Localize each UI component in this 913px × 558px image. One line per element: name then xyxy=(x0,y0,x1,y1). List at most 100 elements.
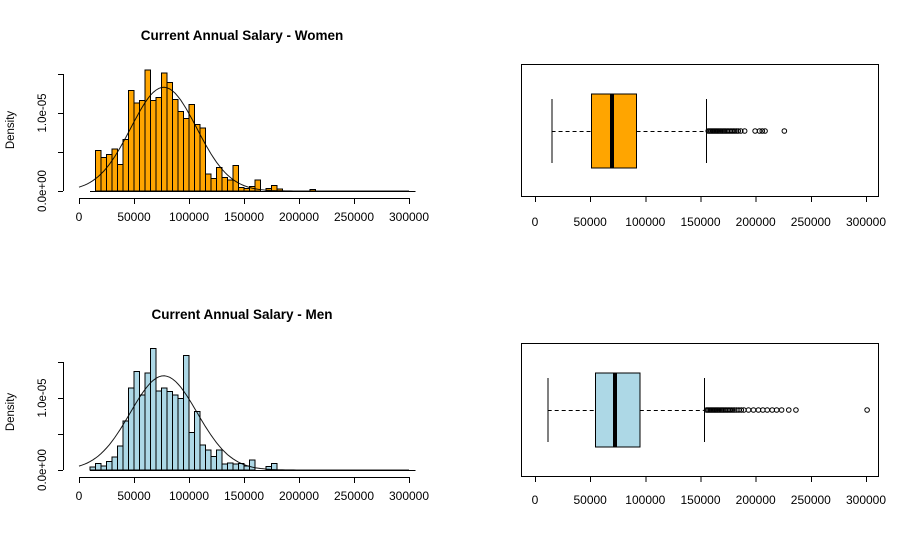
women-histogram-panel: 0 50000 100000 150000 200000 250000 300000 xyxy=(58,69,429,224)
outlier-point xyxy=(728,407,735,413)
histogram-bar xyxy=(199,127,206,192)
histogram-bar xyxy=(177,110,184,192)
histogram-bar xyxy=(232,463,239,471)
histogram-bar xyxy=(155,96,162,192)
histogram-bar xyxy=(271,463,278,471)
histogram-bar xyxy=(139,100,146,192)
outlier-point xyxy=(864,407,870,413)
histogram-bar xyxy=(133,370,140,471)
x-axis-tick-label: 300000 xyxy=(389,210,429,224)
men-y-tick-label-zero: 0.0e+00 xyxy=(37,449,49,491)
outlier-point xyxy=(732,128,738,134)
histogram-bar xyxy=(194,411,201,471)
outlier-point xyxy=(752,128,758,134)
histogram-bar xyxy=(89,466,96,471)
boxplot-border xyxy=(521,343,879,477)
histogram-bar xyxy=(95,149,102,192)
histogram-bar xyxy=(183,355,190,471)
men-histogram-title: Current Annual Salary - Men xyxy=(151,307,332,322)
x-axis-tick-label: 250000 xyxy=(791,493,831,507)
histogram-bar xyxy=(166,82,173,192)
x-axis-tick-label: 300000 xyxy=(846,215,886,229)
histogram-bar xyxy=(183,117,190,192)
x-axis-tick-label: 150000 xyxy=(224,210,264,224)
histogram-bar xyxy=(161,72,168,192)
x-axis-tick-label: 150000 xyxy=(680,215,720,229)
outlier-point xyxy=(738,407,745,413)
outlier-point xyxy=(737,128,744,134)
histogram-bar xyxy=(128,89,135,192)
x-axis-tick-label: 100000 xyxy=(169,210,209,224)
histogram-bar xyxy=(139,394,146,471)
x-axis-tick-label: 300000 xyxy=(846,493,886,507)
histogram-bar xyxy=(117,163,124,192)
histogram-bar xyxy=(144,69,151,192)
histogram-bar xyxy=(150,347,157,471)
x-axis-tick-label: 100000 xyxy=(625,493,665,507)
outlier-point xyxy=(735,128,742,134)
histogram-bar xyxy=(111,456,118,471)
x-axis-tick-label: 300000 xyxy=(389,489,429,503)
histogram-bar xyxy=(188,103,195,192)
outlier-point xyxy=(781,128,788,134)
histogram-bar xyxy=(221,177,228,192)
outlier-point xyxy=(773,407,780,413)
men-y-axis-title: Density xyxy=(5,393,17,432)
x-axis-tick-label: 250000 xyxy=(334,210,374,224)
x-axis-tick-label: 50000 xyxy=(573,215,607,229)
histogram-bar xyxy=(210,178,217,192)
x-axis-tick-label: 0 xyxy=(532,215,539,229)
men-boxplot-panel: 0 50000 100000 150000 200000 250000 300000 xyxy=(521,343,886,507)
histogram-bar xyxy=(106,460,113,471)
x-axis-tick-label: 50000 xyxy=(117,210,151,224)
men-y-tick-label-one: 1.0e-05 xyxy=(37,378,49,417)
histogram-bar xyxy=(210,455,217,471)
histogram-bar xyxy=(221,463,228,471)
histogram-bar xyxy=(122,420,129,471)
histogram-bar xyxy=(243,188,250,192)
histogram-bar xyxy=(155,390,162,471)
men-histogram-panel: 0 50000 100000 150000 200000 250000 300000 xyxy=(58,347,429,503)
x-axis-tick-label: 0 xyxy=(76,489,83,503)
outlier-point xyxy=(769,407,776,413)
histogram-bar xyxy=(249,459,256,471)
histogram-bar xyxy=(122,139,129,192)
histogram-bar xyxy=(205,173,212,192)
women-histogram-title: Current Annual Salary - Women xyxy=(141,28,344,43)
x-axis-tick-label: 250000 xyxy=(334,489,374,503)
x-axis-tick-label: 50000 xyxy=(573,493,607,507)
x-axis-tick-label: 200000 xyxy=(279,210,319,224)
x-axis-tick-label: 0 xyxy=(76,210,83,224)
histogram-bar xyxy=(172,394,179,471)
outlier-point xyxy=(793,407,799,413)
outlier-point xyxy=(745,407,752,413)
histogram-bar xyxy=(111,148,118,192)
histogram-bar xyxy=(232,164,239,192)
histogram-bar xyxy=(144,372,151,471)
histogram-bar xyxy=(188,432,195,471)
histogram-bar xyxy=(106,153,113,192)
histogram-bar xyxy=(216,449,223,471)
histogram-bar xyxy=(254,179,261,192)
histogram-bar xyxy=(166,391,173,471)
histogram-bar xyxy=(194,124,201,192)
x-axis-tick-label: 200000 xyxy=(736,493,776,507)
outlier-point xyxy=(762,128,768,134)
outlier-point xyxy=(750,407,757,413)
women-y-axis-title: Density xyxy=(5,111,17,150)
histogram-bar xyxy=(199,444,206,471)
histogram-bar xyxy=(216,167,223,192)
outlier-point xyxy=(756,128,763,134)
x-axis-tick-label: 250000 xyxy=(791,215,831,229)
outlier-point xyxy=(778,407,785,413)
histogram-bar xyxy=(205,449,212,471)
outlier-point xyxy=(785,407,792,413)
histogram-bar xyxy=(177,398,184,471)
outlier-point xyxy=(741,128,748,134)
outlier-point xyxy=(755,407,762,413)
boxplot-border xyxy=(521,64,879,197)
histogram-bar xyxy=(227,179,234,192)
outlier-point xyxy=(759,128,766,134)
